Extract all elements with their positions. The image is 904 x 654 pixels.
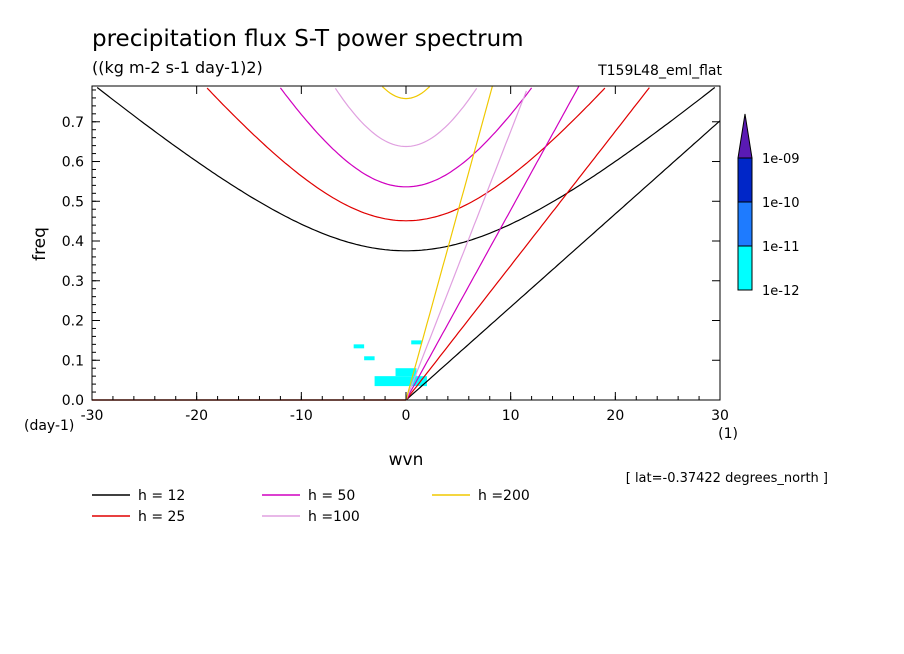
dispersion-curves (92, 86, 721, 401)
power-spectrum-shading (353, 340, 427, 387)
spectrum-blob (353, 344, 365, 349)
legend-label: h = 12 (138, 488, 185, 504)
y-tick-label: 0.0 (62, 393, 84, 409)
colorbar-label: 1e-10 (762, 196, 800, 211)
inertia-gravity-curve (96, 87, 716, 252)
y-tick-label: 0.4 (62, 234, 84, 250)
latitude-footnote: [ lat=-0.37422 degrees_north ] (626, 471, 828, 486)
y-tick-label: 0.7 (62, 115, 84, 131)
colorbar: 1e-12 1e-11 1e-10 1e-09 (737, 113, 800, 299)
kelvin-curve (405, 90, 527, 401)
y-tick-label: 0.6 (62, 155, 84, 171)
legend-label: h = 25 (138, 509, 185, 525)
colorbar-label: 1e-12 (762, 284, 800, 299)
run-label: T159L48_eml_flat (597, 63, 722, 79)
x-tick-label: -20 (185, 408, 208, 424)
legend-label: h =200 (478, 488, 530, 504)
x-axis-ticks: -30 -20 -10 0 10 20 30 (81, 86, 729, 424)
x-tick-label: 20 (606, 408, 624, 424)
y-tick-label: 0.2 (62, 314, 84, 330)
inertia-gravity-curve (206, 87, 606, 222)
spectrum-blob (395, 368, 417, 377)
colorbar-label: 1e-11 (762, 240, 800, 255)
plot-frame (91, 85, 721, 401)
y-tick-label: 0.3 (62, 274, 84, 290)
spectrum-blob (364, 356, 375, 361)
colorbar-segment (737, 201, 753, 247)
x-tick-label: 30 (711, 408, 729, 424)
colorbar-arrow (737, 113, 753, 159)
kelvin-curve (405, 120, 721, 401)
inertia-gravity-curve (334, 87, 478, 148)
y-axis-label: freq (30, 227, 50, 261)
kelvin-curve (405, 86, 493, 401)
legend-label: h = 50 (308, 488, 355, 504)
y-unit-label: (day-1) (24, 418, 74, 434)
inertia-gravity-curve (382, 86, 430, 100)
kelvin-curve (405, 87, 650, 401)
colorbar-segment (737, 245, 753, 291)
legend: h = 12 h = 25 h = 50 h =100 h =200 (92, 488, 530, 525)
units-label: ((kg m-2 s-1 day-1)2) (92, 58, 263, 77)
y-tick-label: 0.5 (62, 194, 84, 210)
colorbar-segment (737, 157, 753, 203)
y-tick-label: 0.1 (62, 353, 84, 369)
spectrum-blob (374, 376, 427, 387)
x-tick-label: -10 (290, 408, 313, 424)
chart-title: precipitation flux S-T power spectrum (92, 26, 524, 52)
x-tick-label: 10 (502, 408, 520, 424)
inertia-gravity-curve (279, 87, 533, 188)
x-tick-label: 0 (402, 408, 411, 424)
x-unit-label: (1) (718, 426, 738, 442)
y-axis-ticks: 0.0 0.1 0.2 0.3 0.4 0.5 0.6 0.7 (62, 89, 720, 409)
legend-label: h =100 (308, 509, 360, 525)
colorbar-label: 1e-09 (762, 152, 800, 167)
x-tick-label: -30 (81, 408, 104, 424)
kelvin-curve (405, 86, 580, 401)
x-axis-label: wvn (389, 450, 424, 470)
spectrum-blob (411, 340, 422, 345)
